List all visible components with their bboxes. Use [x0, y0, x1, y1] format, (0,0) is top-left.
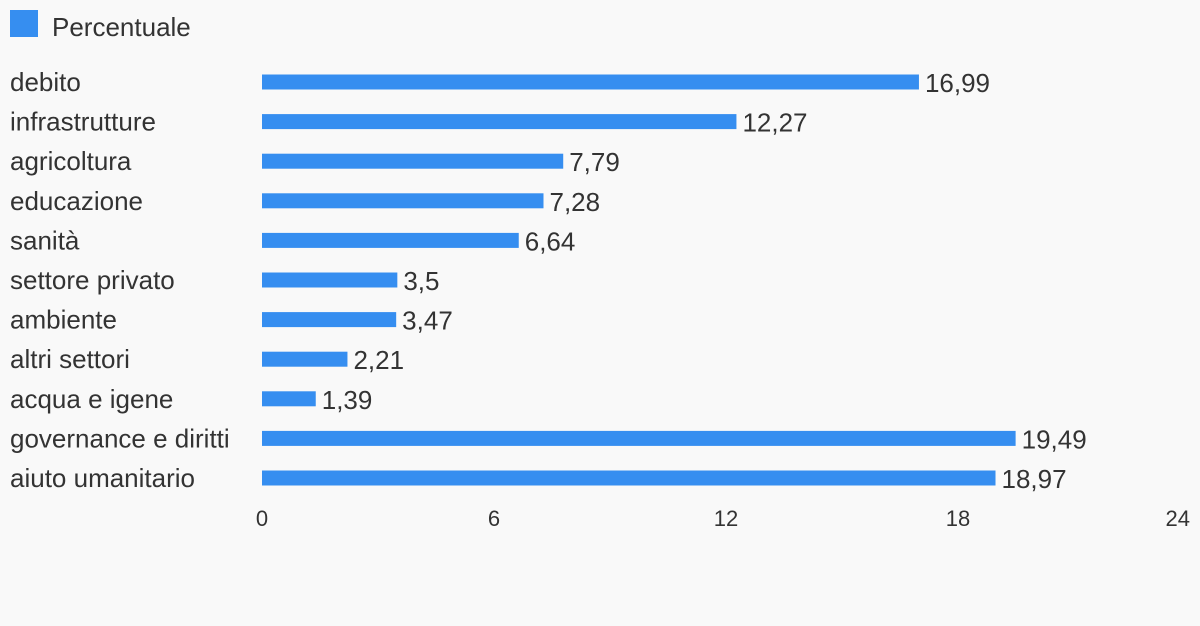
bar — [262, 114, 737, 130]
category-label: aiuto umanitario — [10, 463, 195, 493]
category-label: altri settori — [10, 344, 130, 374]
bars — [262, 74, 1016, 486]
category-label: educazione — [10, 186, 143, 216]
category-label: governance e diritti — [10, 423, 230, 453]
data-label: 6,64 — [525, 226, 576, 256]
category-label: ambiente — [10, 305, 117, 335]
legend-label: Percentuale — [52, 12, 191, 42]
x-tick-label: 18 — [946, 506, 970, 531]
x-axis: 0 6 12 18 24 — [256, 506, 1190, 531]
bar — [262, 470, 996, 486]
data-label: 16,99 — [925, 68, 990, 98]
data-label: 12,27 — [742, 108, 807, 138]
data-label: 7,79 — [569, 147, 620, 177]
category-label: sanità — [10, 225, 80, 255]
category-label: acqua e igene — [10, 384, 173, 414]
data-label: 3,47 — [402, 306, 453, 336]
category-label: settore privato — [10, 265, 175, 295]
bar — [262, 351, 348, 367]
x-tick-label: 12 — [714, 506, 738, 531]
category-labels: debito infrastrutture agricoltura educazion… — [10, 67, 230, 493]
bar — [262, 430, 1016, 446]
data-label: 19,49 — [1022, 424, 1087, 454]
bar — [262, 193, 544, 209]
legend: Percentuale — [10, 10, 191, 42]
bar — [262, 272, 398, 288]
category-label: agricoltura — [10, 146, 132, 176]
data-label: 2,21 — [353, 345, 404, 375]
data-label: 1,39 — [322, 385, 373, 415]
bar — [262, 391, 316, 407]
bar — [262, 74, 919, 90]
x-tick-label: 6 — [488, 506, 500, 531]
x-tick-label: 24 — [1166, 506, 1190, 531]
value-labels: 16,99 12,27 7,79 7,28 6,64 3,5 3,47 2,21 1,39 19,… — [322, 68, 1087, 494]
data-label: 7,28 — [549, 187, 600, 217]
bar — [262, 312, 397, 328]
category-label: infrastrutture — [10, 107, 156, 137]
x-tick-label: 0 — [256, 506, 268, 531]
data-label: 18,97 — [1002, 464, 1067, 494]
bar — [262, 153, 564, 169]
data-label: 3,5 — [403, 266, 439, 296]
bar — [262, 232, 519, 248]
legend-swatch — [10, 10, 38, 37]
category-label: debito — [10, 67, 81, 97]
